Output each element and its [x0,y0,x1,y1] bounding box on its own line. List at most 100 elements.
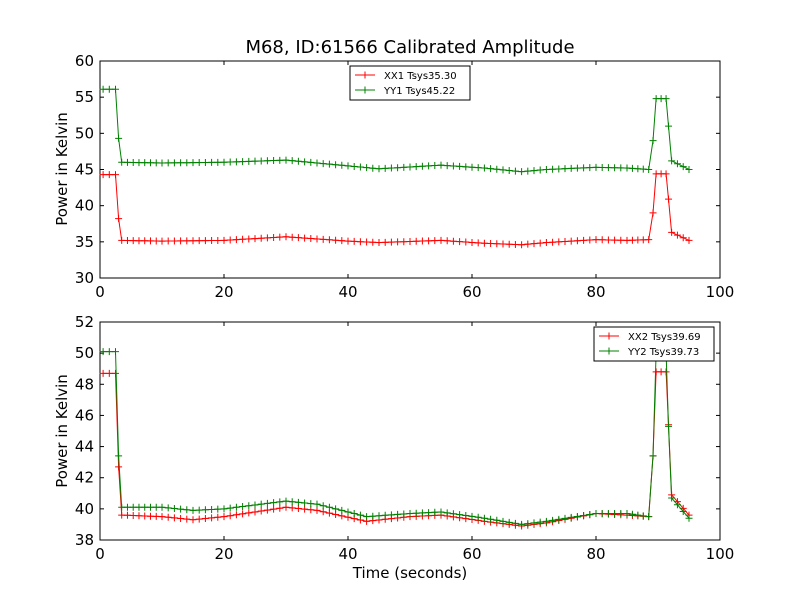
top-data-point [245,157,253,165]
top-data-point [493,165,501,173]
top-data-point [201,237,209,245]
bottom-data-point [226,512,234,520]
top-data-point [307,235,315,243]
top-x-tick-label: 40 [338,283,357,301]
bottom-legend-label: YY2 Tsys39.73 [627,347,699,358]
bottom-data-point [301,499,309,507]
bottom-series-2 [99,348,693,528]
top-data-point [662,95,670,103]
bottom-data-point [294,505,302,513]
bottom-data-point [282,497,290,505]
bottom-data-point [580,511,588,519]
bottom-data-point [412,509,420,517]
bottom-data-point [239,503,247,511]
top-data-point [673,231,681,239]
top-data-point [257,157,265,165]
bottom-data-point [257,500,265,508]
top-data-point [369,164,377,172]
bottom-data-point [418,509,426,517]
top-data-point [573,237,581,245]
top-data-point [220,236,228,244]
top-data-point [251,235,259,243]
top-data-point [177,237,185,245]
top-data-point [400,238,408,246]
bottom-data-point [319,502,327,510]
top-data-point [332,236,340,244]
top-data-point [573,164,581,172]
bottom-data-point [561,514,569,522]
top-data-point [580,236,588,244]
bottom-data-point [288,498,296,506]
bottom-data-point [381,511,389,519]
bottom-data-point [462,512,470,520]
top-data-point [220,158,228,166]
bottom-data-point [232,511,240,519]
bottom-x-tick-label: 0 [95,545,105,563]
bottom-data-point [649,452,657,460]
top-y-tick-label: 30 [75,269,94,287]
top-data-point [226,236,234,244]
top-data-point [313,159,321,167]
top-data-point [270,157,278,165]
bottom-data-point [356,511,364,519]
top-data-point [536,239,544,247]
bottom-data-point [363,513,371,521]
bottom-plot-panel: 0 20 40 60 80 100 38 40 42 44 46 48 50 52 XX2 Tsys39.6… [75,313,734,563]
bottom-data-point [338,506,346,514]
bottom-data-point [313,506,321,514]
top-data-point [649,209,657,217]
top-data-point [673,160,681,168]
top-data-point [375,165,383,173]
top-data-point [332,161,340,169]
top-data-point [412,237,420,245]
top-data-point [158,237,166,245]
top-x-tick-label: 20 [214,283,233,301]
top-data-point [307,158,315,166]
bottom-data-point [183,515,191,523]
top-data-point [412,163,420,171]
bottom-data-point [406,510,414,518]
top-y-axis-label: Power in Kelvin [53,112,71,226]
top-data-point [189,159,197,167]
top-data-point [257,234,265,242]
top-data-point [387,238,395,246]
top-data-point [645,236,653,244]
bottom-data-point [164,504,172,512]
top-data-point [208,158,216,166]
top-data-point [164,159,172,167]
top-data-point [170,237,178,245]
top-data-point [294,157,302,165]
top-data-point [611,164,619,172]
top-data-point [363,164,371,172]
top-data-point [325,160,333,168]
top-data-point [567,164,575,172]
top-y-tick-label: 35 [75,233,94,251]
bottom-data-point [307,506,315,514]
bottom-data-point [536,518,544,526]
top-data-point [431,162,439,170]
top-data-point [164,237,172,245]
bottom-data-point [668,494,676,502]
bottom-x-tick-label: 80 [586,545,605,563]
top-data-point [480,239,488,247]
bottom-data-point [662,368,670,376]
bottom-data-point [623,510,631,518]
top-data-point [381,238,389,246]
top-data-point [456,162,464,170]
bottom-data-point [288,504,296,512]
top-data-point [511,167,519,175]
top-data-point [493,240,501,248]
top-data-point [99,85,107,93]
top-y-tick-label: 40 [75,197,94,215]
bottom-data-point [542,517,550,525]
top-data-point [665,122,673,130]
bottom-data-point [549,516,557,524]
bottom-data-point [685,514,693,522]
top-data-point [449,162,457,170]
top-data-point [105,85,113,93]
top-data-point [679,163,687,171]
top-data-point [645,166,653,173]
top-y-tick-label: 45 [75,161,94,179]
top-legend-label: XX1 Tsys35.30 [384,71,457,82]
bottom-data-point [294,498,302,506]
